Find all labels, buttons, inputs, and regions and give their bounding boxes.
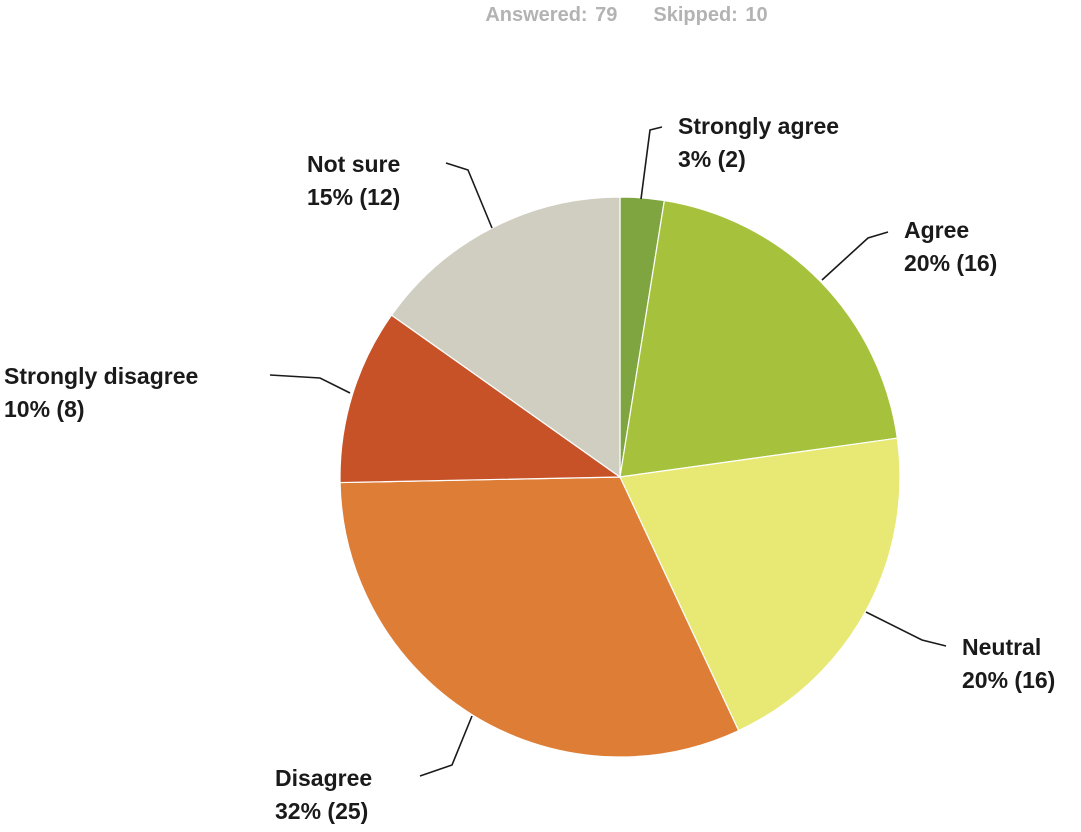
skipped-value: 10: [745, 4, 768, 26]
answered-label: Answered:: [485, 4, 588, 26]
pie-slice-agree: [619, 199, 898, 478]
slice-label-name: Strongly agree: [678, 113, 839, 139]
slice-label-percent: 15% (12): [307, 184, 400, 210]
slice-label-name: Strongly disagree: [4, 363, 198, 389]
pie-slice-strongly-disagree: [339, 314, 622, 484]
slice-label-name: Disagree: [275, 765, 372, 791]
leader-line: [821, 231, 889, 281]
pie-slice-disagree: [339, 476, 740, 758]
pie-slice-not-sure: [390, 196, 621, 479]
skipped-stat: Skipped: 10: [651, 4, 767, 27]
slice-labels: Strongly agree 3% (2)Agree 20% (16)Neutral…: [4, 113, 1055, 824]
slice-label-name: Not sure: [307, 151, 400, 177]
slice-label-percent: 10% (8): [4, 396, 85, 422]
answered-stat: Answered: 79: [483, 4, 617, 27]
answered-value: 79: [595, 4, 618, 26]
slice-label-percent: 20% (16): [962, 667, 1055, 693]
pie-slices: [339, 196, 901, 758]
slice-label-neutral: Neutral 20% (16): [962, 634, 1055, 693]
slice-label-strongly-agree: Strongly agree 3% (2): [678, 113, 839, 172]
slice-label-percent: 32% (25): [275, 798, 368, 824]
slice-label-name: Neutral: [962, 634, 1041, 660]
leader-line: [865, 611, 947, 647]
response-summary: Answered: 79 Skipped: 10: [0, 4, 1081, 27]
slice-label-not-sure: Not sure 15% (12): [307, 151, 400, 210]
slice-label-name: Agree: [904, 217, 969, 243]
slice-label-strongly-disagree: Strongly disagree 10% (8): [4, 363, 198, 422]
slice-label-percent: 20% (16): [904, 250, 997, 276]
slice-label-percent: 3% (2): [678, 146, 746, 172]
leader-lines: [269, 126, 947, 777]
pie-slice-neutral: [619, 437, 901, 732]
skipped-label: Skipped:: [653, 4, 738, 26]
slice-label-agree: Agree 20% (16): [904, 217, 997, 276]
leader-line: [640, 126, 663, 200]
leader-line: [445, 162, 493, 229]
leader-line: [419, 715, 473, 777]
slice-label-disagree: Disagree 32% (25): [275, 765, 372, 824]
leader-line: [269, 374, 351, 394]
